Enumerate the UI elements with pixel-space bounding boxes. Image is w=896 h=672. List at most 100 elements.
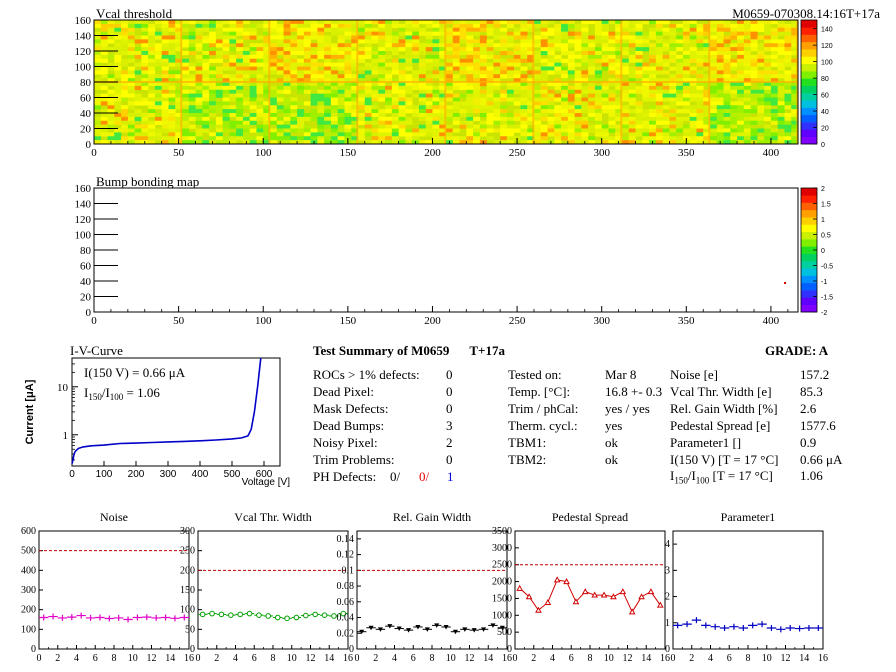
vcal-pixel — [452, 58, 460, 63]
vcal-pixel — [297, 58, 305, 63]
vcal-pixel — [412, 43, 420, 48]
vcal-pixel — [263, 82, 271, 87]
vcal-pixel — [662, 31, 670, 36]
vcal-pixel — [493, 85, 501, 91]
vcal-pixel — [554, 128, 562, 133]
vcal-pixel — [506, 124, 514, 129]
vcal-pixel — [493, 78, 501, 83]
vcal-pixel — [127, 136, 135, 141]
vcal-pixel — [743, 116, 751, 122]
vcal-pixel — [432, 120, 440, 125]
vcal-pixel — [601, 31, 609, 36]
vcal-pixel — [479, 20, 487, 25]
vcal-pixel — [506, 89, 514, 94]
vcal-pixel — [432, 85, 440, 91]
vcal-pixel — [290, 20, 298, 25]
vcal-pixel — [601, 47, 609, 52]
vcal-pixel — [141, 23, 149, 29]
vcal-pixel — [628, 128, 636, 133]
vcal-pixel — [229, 124, 237, 129]
vcal-pixel — [655, 39, 663, 44]
vcal-pixel — [784, 23, 792, 29]
vcal-pixel — [710, 89, 718, 94]
vcal-pixel — [249, 82, 257, 87]
vcal-pixel — [100, 82, 108, 87]
vcal-pixel — [398, 132, 406, 137]
vcal-pixel — [669, 35, 677, 40]
vcal-pixel — [141, 74, 149, 79]
vcal-pixel — [534, 116, 542, 122]
vcal-pixel — [337, 27, 345, 32]
vcal-pixel — [418, 113, 426, 118]
vcal-pixel — [195, 31, 203, 36]
x-tick-label: 16 — [184, 653, 194, 664]
y-tick-label: 4 — [665, 539, 670, 550]
vcal-pixel — [276, 51, 284, 56]
vcal-pixel — [303, 20, 311, 25]
vcal-pixel — [432, 113, 440, 118]
vcal-pixel — [263, 58, 271, 63]
vcal-pixel — [594, 20, 602, 25]
vcal-pixel — [703, 128, 711, 133]
vcal-pixel — [371, 70, 379, 75]
vcal-pixel — [750, 89, 758, 94]
vcal-pixel — [770, 27, 778, 32]
colorbar-tick-label: -2 — [821, 310, 827, 317]
x-tick-label: 200 — [424, 315, 441, 327]
data-point — [151, 614, 161, 621]
vcal-pixel — [655, 140, 663, 145]
vcal-pixel — [168, 23, 176, 29]
vcal-pixel — [723, 109, 731, 114]
vcal-pixel — [710, 109, 718, 114]
vcal-pixel — [757, 54, 765, 60]
vcal-pixel — [662, 128, 670, 133]
colorbar-tick-label: -0.5 — [821, 264, 833, 271]
vcal-pixel — [202, 20, 210, 25]
vcal-pixel — [588, 78, 596, 83]
vcal-pixel — [405, 51, 413, 56]
vcal-pixel — [148, 39, 156, 44]
vcal-pixel — [412, 51, 420, 56]
y-tick-label: 600 — [21, 526, 36, 537]
vcal-pixel — [581, 70, 589, 75]
vcal-pixel — [412, 93, 420, 98]
vcal-pixel — [737, 66, 745, 71]
vcal-pixel — [655, 93, 663, 98]
vcal-pixel — [561, 120, 569, 125]
vcal-pixel — [134, 140, 142, 145]
vcal-pixel — [743, 58, 751, 63]
vcal-pixel — [202, 109, 210, 114]
vcal-pixel — [737, 39, 745, 44]
vcal-pixel — [446, 66, 454, 71]
vcal-pixel — [195, 39, 203, 44]
vcal-pixel — [703, 124, 711, 129]
y-tick-label: 0.1 — [342, 565, 355, 576]
trend-chart-title: Vcal Thr. Width — [234, 510, 311, 524]
vcal-pixel — [263, 85, 271, 91]
vcal-pixel — [256, 35, 264, 40]
vcal-pixel — [622, 113, 630, 118]
vcal-pixel — [412, 128, 420, 133]
vcal-pixel — [385, 97, 393, 102]
vcal-pixel — [229, 85, 237, 91]
vcal-pixel — [479, 132, 487, 137]
vcal-pixel — [242, 101, 250, 106]
vcal-pixel — [148, 66, 156, 71]
vcal-pixel — [723, 35, 731, 40]
vcal-pixel — [676, 35, 684, 40]
vcal-pixel — [486, 54, 494, 60]
vcal-pixel — [276, 128, 284, 133]
vcal-pixel — [777, 51, 785, 56]
vcal-pixel — [689, 109, 697, 114]
vcal-pixel — [263, 93, 271, 98]
parameter-label: I(150 V) [T = 17 °C] — [670, 452, 779, 467]
vcal-pixel — [303, 101, 311, 106]
vcal-pixel — [554, 62, 562, 67]
vcal-pixel — [716, 89, 724, 94]
vcal-pixel — [256, 140, 264, 145]
vcal-pixel — [324, 43, 332, 48]
vcal-pixel — [777, 93, 785, 98]
x-tick-label: 14 — [799, 653, 809, 664]
vcal-pixel — [249, 51, 257, 56]
vcal-pixel — [100, 128, 108, 133]
